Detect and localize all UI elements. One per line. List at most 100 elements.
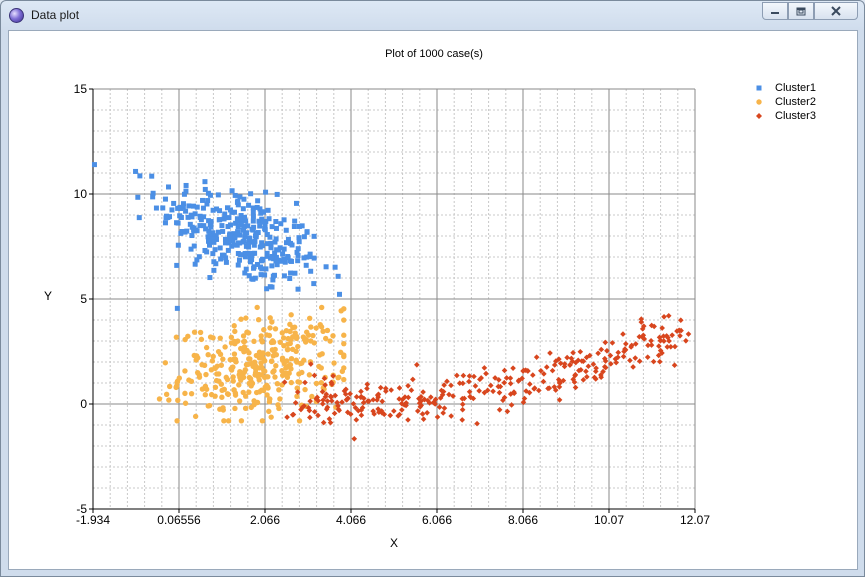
cluster1-point [255,261,261,267]
close-button[interactable] [814,2,858,20]
cluster3-point [609,340,616,346]
cluster1-point [235,229,241,235]
cluster1-point [276,247,282,253]
cluster2-point [317,321,323,328]
cluster2-point [243,315,249,321]
cluster2-point [217,335,223,341]
cluster1-point [289,242,295,248]
cluster3-point [358,394,364,401]
cluster1-point [192,211,198,217]
cluster3-point [579,358,585,364]
cluster1-point [248,191,254,197]
cluster3-point [656,343,662,349]
cluster3-point [299,404,306,411]
cluster2-point [306,315,313,322]
cluster3-point [607,352,614,359]
title-bar[interactable]: Data plot [1,1,864,29]
cluster2-point [238,418,245,424]
cluster3-point [426,400,433,406]
cluster3-point [496,377,502,383]
cluster1-point [210,232,216,238]
restore-button[interactable] [788,2,814,20]
cluster3-point [530,372,536,378]
cluster2-point [274,381,281,387]
cluster3-point [294,389,301,395]
minimize-button[interactable] [762,2,788,20]
cluster1-point [253,232,259,238]
cluster1-point [221,216,227,222]
cluster1-point [201,214,207,220]
cluster2-point [341,340,347,347]
cluster2-point [219,394,225,400]
cluster3-point [371,411,377,417]
cluster1-point [210,207,216,213]
cluster2-point [242,367,249,373]
cluster3-point [460,380,466,387]
legend-label: Cluster3 [775,110,816,122]
cluster2-point [288,379,294,386]
cluster3-point [627,357,633,364]
cluster2-point [311,340,317,346]
cluster1-point [273,254,279,260]
cluster1-point [244,230,250,236]
cluster1-point [234,216,240,222]
cluster2-point [294,385,300,391]
cluster3-point [315,412,321,419]
cluster3-point [504,408,511,415]
cluster1-point [250,205,256,211]
cluster3-point [414,408,421,414]
cluster3-point [549,367,556,374]
cluster1-point [296,239,302,245]
cluster2-point [251,338,257,345]
cluster2-point [247,356,253,362]
cluster1-point [169,207,175,213]
cluster1-point [308,268,314,274]
cluster3-point [370,408,376,414]
cluster1-point [264,253,270,259]
cluster2-point [318,304,325,311]
cluster1-point [262,223,268,229]
cluster3-point [352,404,359,411]
cluster3-point [327,393,334,400]
cluster1-point [242,250,248,256]
cluster3-point [379,398,386,405]
cluster1-point [225,224,231,230]
legend-marker-square [754,83,764,93]
cluster2-point [327,338,333,344]
cluster2-point [162,360,169,366]
cluster3-point [501,379,508,386]
cluster3-point [330,373,336,379]
x-tick-label: 0.06556 [157,513,201,527]
cluster2-point [231,323,237,329]
cluster1-point [307,251,313,257]
cluster1-point [206,238,212,244]
cluster3-point [638,319,645,325]
cluster1-point [210,236,216,242]
cluster3-point [483,370,489,377]
cluster3-point [441,405,448,411]
cluster2-point [309,393,315,400]
cluster2-point [267,315,273,321]
cluster1-point [264,286,270,292]
cluster1-point [241,223,247,229]
cluster2-point [286,370,292,376]
cluster1-point [235,224,241,230]
cluster3-point [661,313,667,320]
x-tick-label: 4.066 [336,513,366,527]
cluster2-point [306,372,313,378]
cluster2-point [258,333,264,339]
cluster3-point [557,360,564,367]
cluster3-point [641,336,648,342]
cluster1-point [301,234,307,240]
cluster3-point [391,408,397,414]
cluster2-point [197,329,204,336]
cluster2-point [210,353,216,360]
cluster2-point [225,418,232,424]
cluster3-point [301,403,307,409]
cluster2-point [295,343,301,350]
cluster1-point [185,214,191,220]
cluster3-point [459,406,466,413]
cluster3-point [630,364,636,370]
cluster1-point [332,264,338,270]
cluster3-point [456,380,463,387]
